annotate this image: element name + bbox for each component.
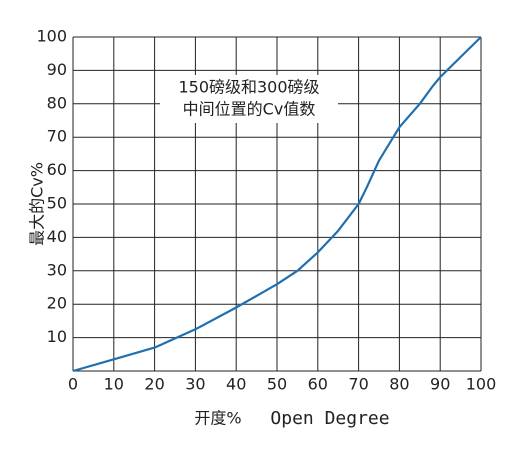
x-tick-label: 30	[185, 375, 205, 394]
x-axis-label: Open Degree	[270, 408, 389, 429]
annotation: 中间位置的Cv值数	[183, 100, 316, 119]
annotation-box	[160, 75, 338, 123]
x-tick-label: 0	[68, 375, 78, 394]
x-tick-label: 80	[389, 375, 409, 394]
y-tick-label: 40	[47, 227, 67, 246]
x-tick-label: 60	[308, 375, 328, 394]
y-axis-label: 最大的Cv%	[28, 162, 47, 246]
y-tick-label: 20	[47, 294, 67, 313]
data-line	[72, 36, 482, 373]
x-tick-label: 40	[226, 375, 246, 394]
x-tick-label: 20	[144, 375, 164, 394]
y-tick-label: 60	[47, 160, 67, 179]
x-tick-label: 10	[104, 375, 124, 394]
y-tick-label: 90	[47, 60, 67, 79]
x-tick-label: 90	[430, 375, 450, 394]
y-tick-label: 30	[47, 260, 67, 279]
y-tick-label: 50	[47, 194, 67, 213]
x-axis-label: 开度%	[194, 409, 241, 428]
x-tick-label: 50	[267, 375, 287, 394]
x-tick-label: 100	[466, 375, 497, 394]
x-tick-label: 70	[348, 375, 368, 394]
y-tick-label: 70	[47, 127, 67, 146]
y-tick-label: 80	[47, 93, 67, 112]
y-tick-label: 100	[36, 27, 67, 46]
y-tick-label: 10	[47, 327, 67, 346]
annotation: 150磅级和300磅级	[178, 78, 319, 97]
